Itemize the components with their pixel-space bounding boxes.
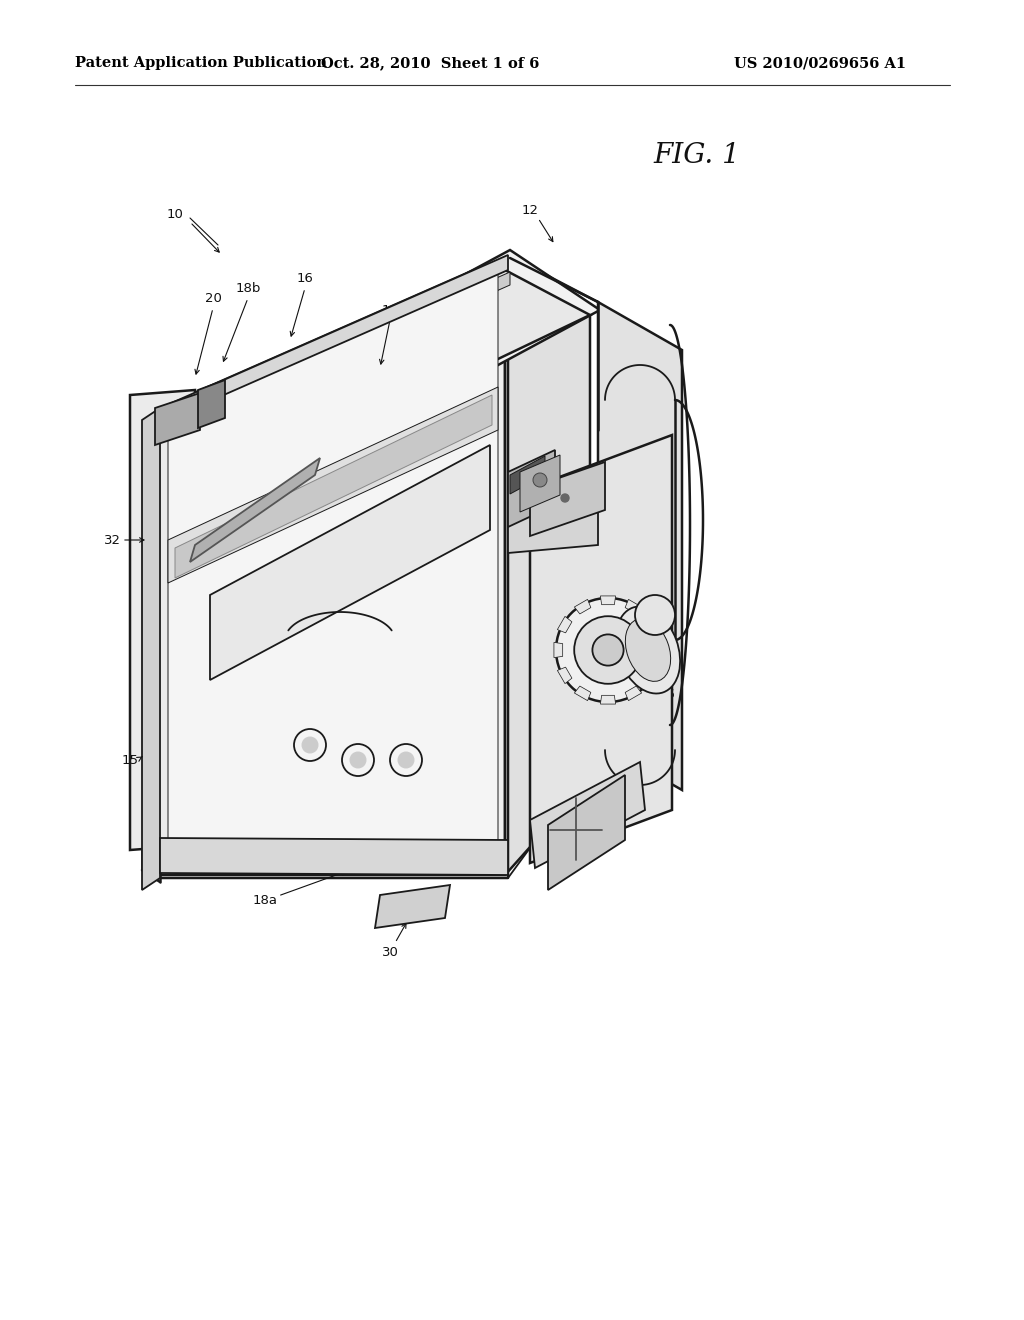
Polygon shape: [508, 450, 555, 527]
Polygon shape: [155, 393, 200, 445]
Circle shape: [534, 473, 547, 487]
Text: 16: 16: [297, 272, 313, 285]
Circle shape: [593, 635, 624, 665]
Text: 18b: 18b: [236, 281, 261, 294]
Polygon shape: [598, 302, 682, 789]
Polygon shape: [530, 462, 605, 536]
Polygon shape: [505, 271, 590, 875]
Polygon shape: [190, 458, 319, 562]
Polygon shape: [557, 667, 572, 684]
Circle shape: [398, 752, 414, 768]
Text: US 2010/0269656 A1: US 2010/0269656 A1: [734, 57, 906, 70]
Polygon shape: [160, 838, 508, 875]
Polygon shape: [653, 643, 663, 657]
Ellipse shape: [615, 606, 680, 693]
Polygon shape: [160, 271, 505, 875]
Polygon shape: [625, 686, 642, 701]
Polygon shape: [165, 272, 510, 438]
Text: Patent Application Publication: Patent Application Publication: [75, 57, 327, 70]
Polygon shape: [520, 455, 560, 512]
Polygon shape: [557, 616, 572, 632]
Text: 15: 15: [122, 754, 138, 767]
Polygon shape: [210, 445, 490, 680]
Polygon shape: [600, 595, 615, 605]
Text: 26: 26: [658, 689, 675, 701]
Polygon shape: [130, 389, 195, 850]
Polygon shape: [375, 884, 450, 928]
Polygon shape: [175, 395, 492, 578]
Polygon shape: [198, 380, 225, 428]
Circle shape: [556, 598, 660, 702]
Polygon shape: [168, 268, 498, 866]
Polygon shape: [548, 775, 625, 890]
Polygon shape: [530, 436, 672, 863]
Text: 22: 22: [259, 615, 276, 628]
Polygon shape: [644, 667, 658, 684]
Polygon shape: [554, 643, 562, 657]
Text: 10: 10: [167, 209, 183, 222]
Text: 18a: 18a: [253, 894, 278, 907]
Polygon shape: [644, 616, 658, 632]
Ellipse shape: [626, 619, 671, 681]
Circle shape: [561, 494, 569, 502]
Polygon shape: [574, 686, 591, 701]
Text: 106: 106: [618, 513, 643, 527]
Text: 32: 32: [103, 533, 121, 546]
Polygon shape: [160, 255, 508, 422]
Polygon shape: [510, 455, 545, 494]
Text: FIG. 1: FIG. 1: [653, 143, 739, 169]
Text: Oct. 28, 2010  Sheet 1 of 6: Oct. 28, 2010 Sheet 1 of 6: [321, 57, 540, 70]
Text: 14: 14: [382, 304, 398, 317]
Circle shape: [635, 595, 675, 635]
Circle shape: [350, 752, 366, 768]
Polygon shape: [530, 762, 645, 869]
Text: 20: 20: [205, 292, 221, 305]
Text: 30: 30: [382, 945, 398, 958]
Polygon shape: [625, 599, 642, 614]
Polygon shape: [142, 408, 160, 890]
Circle shape: [302, 737, 318, 752]
Circle shape: [574, 616, 642, 684]
Polygon shape: [574, 599, 591, 614]
Polygon shape: [600, 696, 615, 704]
Polygon shape: [160, 271, 590, 480]
Polygon shape: [508, 502, 598, 553]
Polygon shape: [195, 249, 600, 480]
Polygon shape: [168, 387, 498, 583]
Text: 12: 12: [521, 203, 539, 216]
